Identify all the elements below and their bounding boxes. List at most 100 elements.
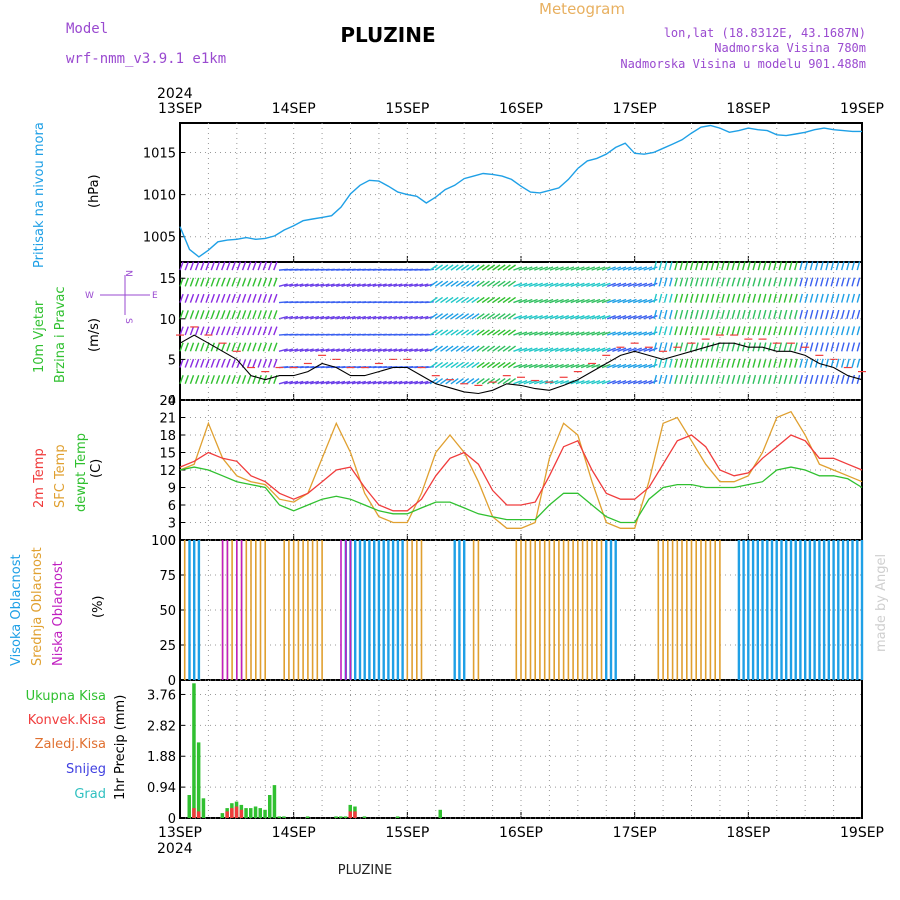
total-precip-bar <box>438 809 442 818</box>
wind-barb <box>830 326 835 336</box>
wind-barb <box>372 348 382 352</box>
wind-barb <box>856 342 861 352</box>
wind-barb <box>679 277 684 287</box>
wind-barb <box>731 277 736 287</box>
wind-barb <box>700 326 704 336</box>
wind-barb <box>612 380 622 385</box>
wind-barb <box>627 282 637 288</box>
wind-barb <box>736 309 741 320</box>
wind-barb <box>627 298 637 304</box>
wind-barb <box>215 375 221 385</box>
wind-barb <box>741 342 746 352</box>
mid-cloud-bar <box>577 540 579 680</box>
wind-barb <box>788 309 793 320</box>
wind-barb <box>215 310 221 320</box>
wind-barb <box>497 345 506 352</box>
wind-barb <box>689 326 694 336</box>
wind-barb <box>851 326 856 336</box>
wind-barb <box>513 282 523 288</box>
wind-barb <box>804 293 809 303</box>
wind-barb <box>726 293 731 303</box>
wind-barb <box>684 309 689 320</box>
wind-barb <box>762 374 767 384</box>
wind-barb <box>429 280 438 287</box>
wind-barb <box>289 348 299 352</box>
wind-barb <box>856 261 861 271</box>
wind-barb <box>814 358 819 368</box>
wind-barb <box>674 261 678 271</box>
wind-barb <box>267 342 273 352</box>
wind-barb <box>560 315 570 320</box>
wind-barb <box>450 329 459 336</box>
precip-label-total: Ukupna Kisa <box>26 689 106 704</box>
wind-barb <box>554 315 564 320</box>
wind-barb <box>414 348 424 352</box>
wind-barb <box>356 283 366 288</box>
wind-barb <box>778 293 783 303</box>
wind-barb <box>586 266 596 271</box>
wind-barb <box>414 283 424 288</box>
high-cloud-bar <box>822 540 826 680</box>
mid-cloud-bar <box>676 540 679 680</box>
wind-barb <box>783 342 788 352</box>
total-precip-bar <box>268 795 272 818</box>
wind-barb <box>580 363 590 369</box>
wind-barb <box>601 315 611 320</box>
wind-barb <box>382 380 393 385</box>
wind-barb <box>627 363 637 369</box>
compass-e: E <box>152 291 158 301</box>
wind-barb <box>700 358 704 368</box>
wind-barb <box>523 298 533 304</box>
wind-barb <box>502 361 511 369</box>
wind-barb <box>252 293 257 303</box>
wind-barb <box>638 266 648 271</box>
wind-barb <box>534 363 543 369</box>
low-cloud-bar <box>240 540 243 680</box>
wind-barb <box>528 298 538 304</box>
conv-precip-bar <box>225 811 229 818</box>
wind-barb <box>768 326 772 336</box>
bottom-year-label: 2024 <box>157 841 193 857</box>
wind-barb <box>799 358 803 368</box>
wind-barb <box>586 298 596 304</box>
mid-cloud-bar <box>714 540 716 680</box>
high-cloud-bar <box>401 540 404 680</box>
wind-barb <box>492 296 501 304</box>
wind-barb <box>367 380 377 385</box>
wind-barb <box>726 342 731 352</box>
wind-barb <box>809 358 814 368</box>
wind-barb <box>382 315 393 320</box>
wind-barb <box>252 277 257 287</box>
wind-barb <box>830 374 835 384</box>
high-cloud-bar <box>368 540 371 680</box>
wind-barb <box>658 293 663 303</box>
mid-cloud-bar <box>572 540 574 680</box>
temp-label-dew: dewpt Temp <box>74 433 89 512</box>
wind-barb <box>575 380 585 385</box>
mid-cloud-bar <box>311 540 314 680</box>
wind-barb <box>414 380 424 385</box>
wind-barb <box>294 315 304 320</box>
wind-barb <box>429 296 438 304</box>
wind-barb <box>398 283 408 288</box>
wind-barb <box>768 309 772 320</box>
wind-barb <box>809 277 814 287</box>
wind-barb <box>689 374 694 384</box>
wind-barb <box>273 310 278 320</box>
altitude-text: Nadmorska Visina 780m <box>714 41 866 55</box>
wind-barb <box>752 358 757 368</box>
total-precip-bar <box>263 809 267 818</box>
wind-barb <box>330 283 340 288</box>
wind-barb <box>549 363 559 369</box>
wind-barb <box>539 282 549 288</box>
wind-barb <box>783 358 788 368</box>
conv-precip-bar <box>348 811 352 818</box>
wind-barb <box>820 358 824 368</box>
wind-barb <box>560 347 570 352</box>
wind-barb <box>398 348 408 352</box>
low-cloud-bar <box>349 540 352 680</box>
wind-barb <box>346 315 356 320</box>
wind-barb <box>476 296 485 304</box>
wind-barb <box>695 261 699 271</box>
wind-barb <box>684 342 689 352</box>
